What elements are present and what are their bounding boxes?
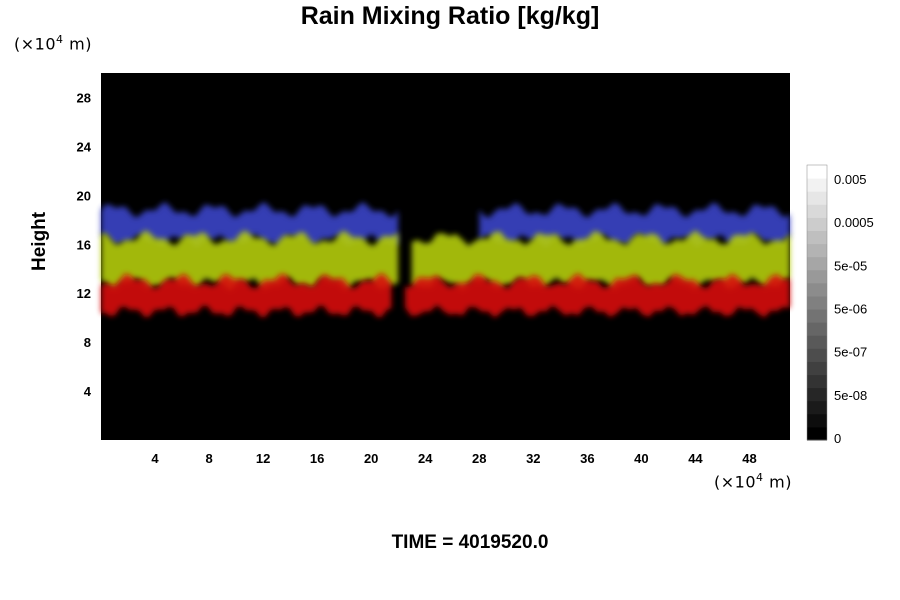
x-tick-label: 36 <box>580 451 594 466</box>
y-tick-label: 12 <box>77 286 91 301</box>
colorbar-tick-label: 0 <box>834 431 841 446</box>
time-label: TIME = 4019520.0 <box>391 532 549 553</box>
y-unit-prefix: (×10 <box>14 34 57 54</box>
colorbar: 0.005 0.0005 5e-05 5e-06 5e-07 5e-08 0 <box>806 164 874 446</box>
colorbar-band <box>807 387 827 402</box>
y-unit-suffix: m) <box>63 34 92 54</box>
colorbar-band <box>807 217 827 231</box>
colorbar-band <box>807 400 827 415</box>
colorbar-band <box>807 191 827 205</box>
x-tick-label: 16 <box>310 451 324 466</box>
y-tick-label: 20 <box>77 188 91 203</box>
colorbar-band <box>807 322 827 336</box>
y-tick-label: 8 <box>84 335 91 350</box>
layer-band-segment <box>411 230 790 291</box>
y-unit-exponent: 4 <box>56 33 64 46</box>
colorbar-band <box>807 309 827 323</box>
chart-title: Rain Mixing Ratio [kg/kg] <box>300 2 600 30</box>
x-tick-label: 12 <box>256 451 270 466</box>
colorbar-band <box>807 426 827 441</box>
layer-band-segment <box>101 202 399 248</box>
y-tick-labels: 4 8 12 16 20 24 28 <box>77 90 92 399</box>
colorbar-band <box>807 230 827 245</box>
x-axis-unit: (×104 m) <box>714 471 792 491</box>
y-tick-label: 4 <box>84 384 92 399</box>
y-tick-label: 24 <box>77 139 92 154</box>
y-axis-unit: (×104 m) <box>14 33 92 53</box>
colorbar-band <box>807 361 827 376</box>
x-unit-exponent: 4 <box>756 471 764 484</box>
colorbar-band <box>807 335 827 349</box>
colorbar-band <box>807 243 827 258</box>
x-tick-label: 8 <box>205 451 212 466</box>
x-tick-label: 40 <box>634 451 648 466</box>
colorbar-tick-label: 0.0005 <box>834 215 874 230</box>
y-tick-label: 28 <box>77 90 91 105</box>
layer-band-segment <box>101 273 392 318</box>
layer-band-segment <box>405 273 790 318</box>
layer-band <box>101 273 790 318</box>
x-tick-labels: 4 8 12 16 20 24 28 32 36 40 44 48 <box>151 451 756 466</box>
colorbar-band <box>807 413 827 428</box>
x-tick-label: 32 <box>526 451 540 466</box>
y-tick-label: 16 <box>77 237 91 252</box>
x-tick-label: 48 <box>742 451 756 466</box>
colorbar-band <box>807 165 827 179</box>
colorbar-band <box>807 348 827 362</box>
colorbar-band <box>807 204 827 218</box>
colorbar-band <box>807 269 827 284</box>
colorbar-band <box>807 295 827 310</box>
x-tick-label: 20 <box>364 451 378 466</box>
colorbar-tick-label: 5e-07 <box>834 345 867 360</box>
colorbar-tick-label: 5e-06 <box>834 302 867 317</box>
x-tick-label: 4 <box>151 451 159 466</box>
colorbar-tick-label: 5e-05 <box>834 258 867 273</box>
colorbar-frame <box>806 164 828 441</box>
colorbar-tick-label: 5e-08 <box>834 388 867 403</box>
colorbar-band <box>807 256 827 271</box>
colorbar-band <box>807 178 827 192</box>
colorbar-band <box>807 282 827 297</box>
plot-area <box>101 73 790 440</box>
x-tick-label: 24 <box>418 451 433 466</box>
x-tick-label: 28 <box>472 451 486 466</box>
colorbar-band <box>807 374 827 389</box>
x-tick-label: 44 <box>688 451 703 466</box>
x-unit-suffix: m) <box>763 472 792 492</box>
x-unit-prefix: (×10 <box>714 472 757 492</box>
colorbar-tick-label: 0.005 <box>834 172 867 187</box>
